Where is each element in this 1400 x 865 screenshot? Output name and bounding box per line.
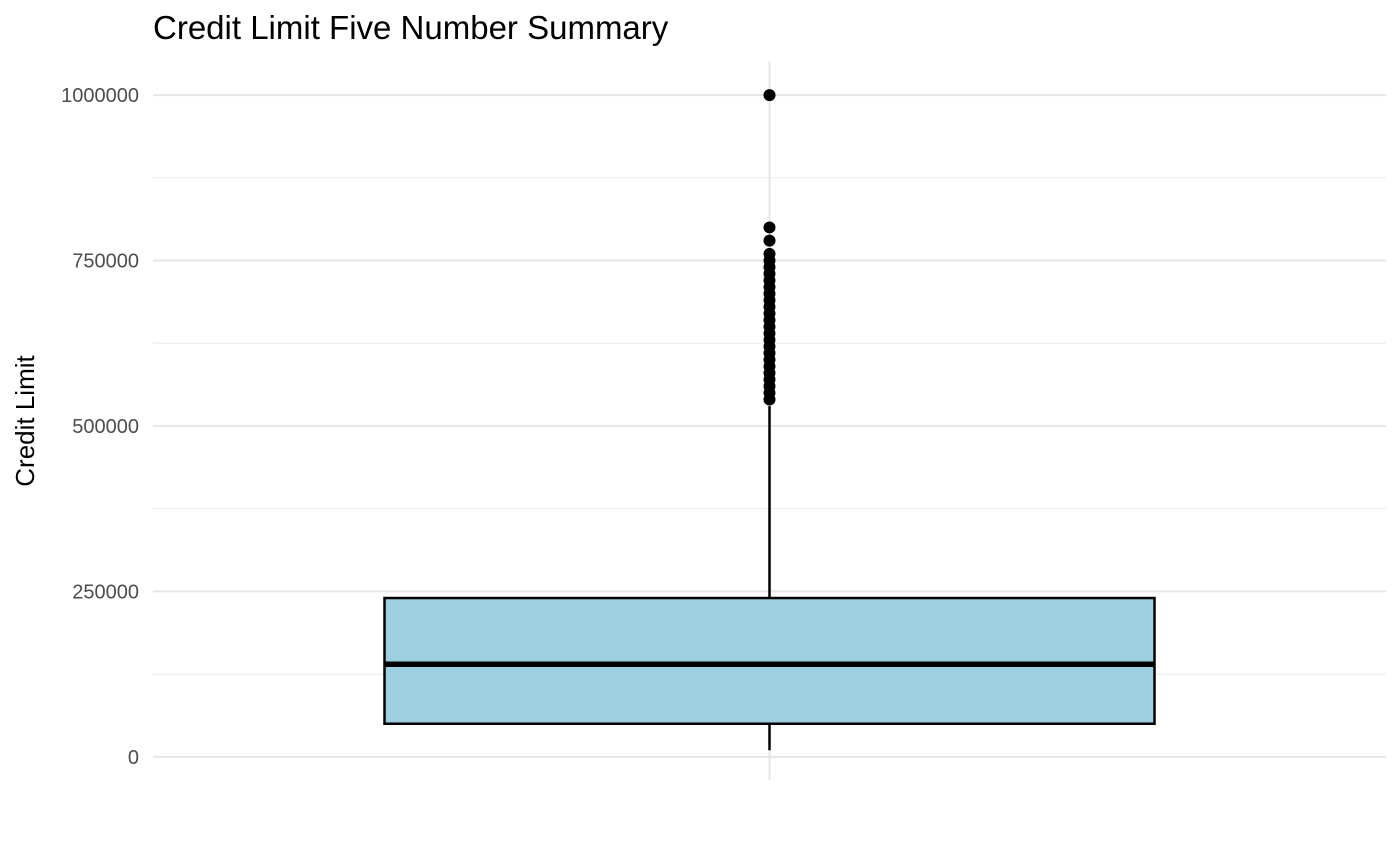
y-tick-label: 750000 xyxy=(72,251,139,273)
y-axis-ticks: 0 250000 500000 750000 1000000 xyxy=(61,85,139,769)
outlier-point xyxy=(763,247,776,260)
plot-area xyxy=(383,89,1156,751)
y-axis-label: Credit Limit xyxy=(10,354,40,486)
outlier-point xyxy=(763,89,776,102)
y-tick-label: 1000000 xyxy=(61,85,139,107)
outlier-point xyxy=(763,221,776,234)
outlier-point xyxy=(763,234,776,247)
y-tick-label: 500000 xyxy=(72,416,139,438)
interquartile-box xyxy=(383,596,1156,726)
y-tick-label: 0 xyxy=(128,747,139,769)
y-tick-label: 250000 xyxy=(72,581,139,603)
chart-title: Credit Limit Five Number Summary xyxy=(153,9,669,46)
